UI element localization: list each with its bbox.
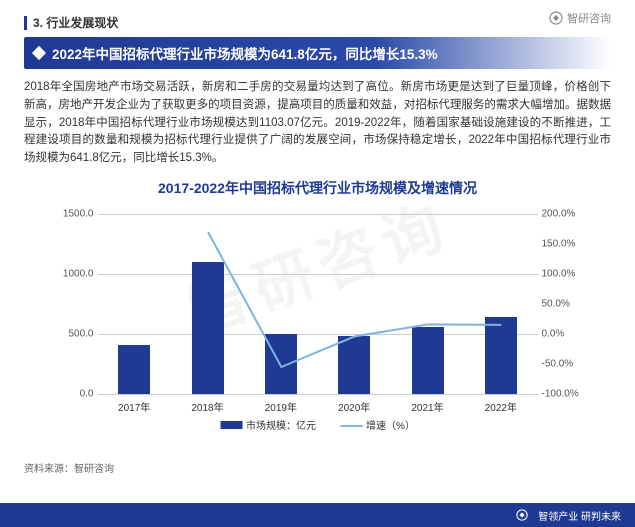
headline-text: 2022年中国招标代理行业市场规模为641.8亿元，同比增长15.3% xyxy=(52,43,438,63)
line-series xyxy=(98,214,538,394)
chart-title: 2017-2022年中国招标代理行业市场规模及增速情况 xyxy=(24,178,611,198)
section-number: 3. xyxy=(33,16,43,30)
grid-line xyxy=(98,394,538,395)
diamond-icon xyxy=(32,46,46,60)
footer-bar: 智领产业 研判未来 xyxy=(0,503,635,527)
y2-tick-label: 150.0% xyxy=(542,239,592,250)
x-tick-label: 2020年 xyxy=(338,399,370,414)
y2-tick-label: -50.0% xyxy=(542,359,592,370)
x-tick-label: 2018年 xyxy=(191,399,223,414)
y1-tick-label: 1000.0 xyxy=(46,269,94,280)
footer-logo-icon xyxy=(516,509,528,521)
source-label: 资料来源：智研咨询 xyxy=(24,460,611,475)
y2-tick-label: 100.0% xyxy=(542,269,592,280)
y1-tick-label: 500.0 xyxy=(46,329,94,340)
y1-tick-label: 0.0 xyxy=(46,389,94,400)
y2-tick-label: 50.0% xyxy=(542,299,592,310)
y2-tick-label: 200.0% xyxy=(542,209,592,220)
section-title: 行业发展现状 xyxy=(46,14,118,31)
chart: 0.0 500.0 1000.0 1500.0 -100.0% -50.0% 0.0% 50.… xyxy=(38,204,598,434)
x-tick-label: 2021年 xyxy=(411,399,443,414)
logo-icon xyxy=(549,11,563,25)
x-tick-label: 2017年 xyxy=(118,399,150,414)
y2-tick-label: 0.0% xyxy=(542,329,592,340)
plot-area: 0.0500.01000.01500.0-100.0%-50.0%0.0%50.… xyxy=(98,214,538,394)
top-logo-text: 智研咨询 xyxy=(567,10,611,26)
y2-tick-label: -100.0% xyxy=(542,389,592,400)
headline-bar: 2022年中国招标代理行业市场规模为641.8亿元，同比增长15.3% xyxy=(24,37,611,69)
body-paragraph: 2018年全国房地产市场交易活跃，新房和二手房的交易量均达到了高位。新房市场更是… xyxy=(24,79,611,168)
top-logo: 智研咨询 xyxy=(549,10,611,26)
legend: 市场规模：亿元 增速（%） xyxy=(220,417,415,432)
legend-line: 增速（%） xyxy=(340,417,415,432)
y1-tick-label: 1500.0 xyxy=(46,209,94,220)
x-tick-label: 2019年 xyxy=(265,399,297,414)
section-tag: 3. 行业发展现状 xyxy=(24,14,611,31)
x-tick-label: 2022年 xyxy=(485,399,517,414)
legend-bar: 市场规模：亿元 xyxy=(220,417,316,432)
footer-text: 智领产业 研判未来 xyxy=(538,508,621,523)
